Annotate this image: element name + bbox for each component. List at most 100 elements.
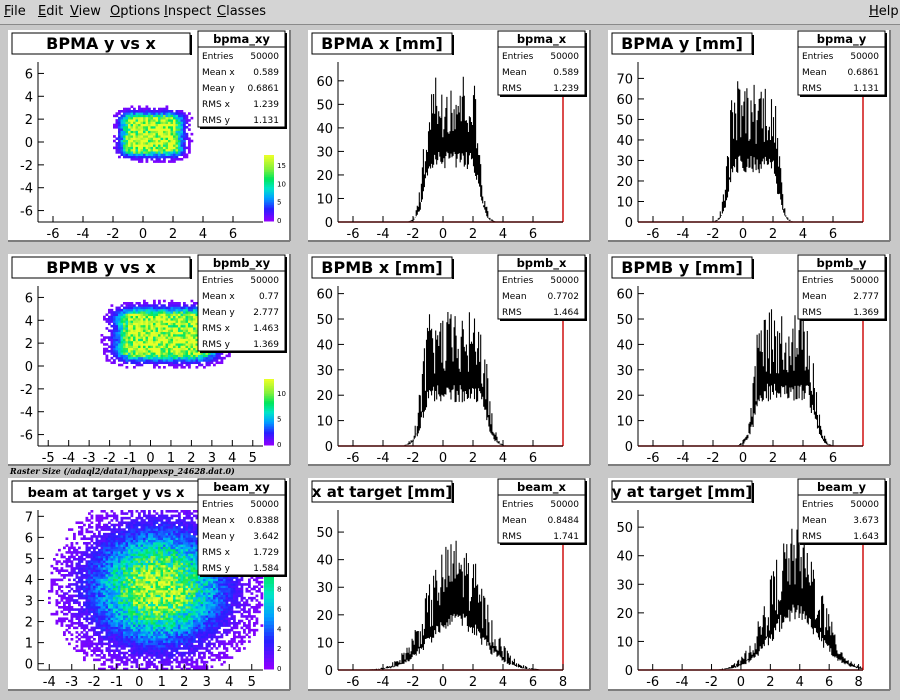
heatmap-cell [178,363,181,367]
menu-classes[interactable]: Classes [217,4,266,19]
heatmap-cell [115,542,119,545]
pad-beam_xy[interactable]: -4-3-2-10123450123456714121086420beam at… [8,478,291,691]
heatmap-cell [173,302,176,305]
heatmap-cell [163,640,166,643]
heatmap-cell [145,352,149,355]
heatmap-cell [133,640,136,643]
heatmap-cell [150,606,154,609]
heatmap-cell [125,567,129,570]
palette-swatch [264,168,274,171]
stats-box [497,254,586,320]
heatmap-cell [100,626,104,630]
heatmap-cell [123,352,126,355]
heatmap-cell [100,338,104,342]
heatmap-cell [153,578,156,582]
heatmap-cell [158,361,161,365]
heatmap-cell [113,578,116,582]
heatmap-cell [135,142,139,145]
heatmap-cell [115,619,119,623]
heatmap-cell [170,510,174,513]
heatmap-cell [158,585,161,589]
heatmap-cell [178,576,181,579]
heatmap-cell [143,306,146,310]
menu-edit[interactable]: Edit [38,4,64,19]
heatmap-cell [108,359,111,362]
menu-options[interactable]: Options [110,4,161,19]
plot-beam_xy[interactable]: -4-3-2-10123450123456714121086420 [25,510,287,690]
heatmap-cell [110,350,114,353]
menu-file[interactable]: File [4,4,26,19]
heatmap-cell [160,633,164,637]
heatmap-cell [130,665,134,669]
heatmap-cell [148,558,151,561]
heatmap-cell [128,599,131,602]
heatmap-cell [78,592,81,595]
heatmap-cell [148,308,151,312]
heatmap-cell [135,302,139,305]
heatmap-cell [145,569,149,573]
heatmap-cell [140,606,144,609]
heatmap-cell [178,654,181,657]
heatmap-cell [148,516,151,520]
heatmap-cell [143,580,146,584]
heatmap-cell [143,571,146,575]
heatmap-cell [148,126,151,129]
heatmap-cell [143,535,146,538]
menu-help[interactable]: Help [869,4,899,19]
heatmap-cell [165,594,169,598]
heatmap-cell [148,526,151,529]
heatmap-cell [115,647,119,650]
heatmap-cell [170,356,174,360]
heatmap-cell [165,642,169,646]
heatmap-cell [175,649,179,653]
heatmap-cell [138,606,141,609]
heatmap-cell [148,151,151,154]
heatmap-cell [103,601,106,605]
heatmap-cell [143,578,146,582]
heatmap-cell [100,562,104,566]
x-tick-label: -6 [47,227,60,242]
heatmap-cell [138,583,141,586]
heatmap-cell [128,526,131,529]
root-canvas[interactable]: -6 -4 -2 0 2 4 6 -6 -4 -2 0 2 4 6 15 10 5 0 BPMA y vs x bpm… [0,25,900,700]
heatmap-cell [173,324,176,328]
heatmap-cell [138,551,141,554]
heatmap-cell [135,576,139,579]
heatmap-cell [160,142,164,145]
heatmap-cell [173,132,176,136]
heatmap-cell [145,116,149,120]
x-tick-label: -4 [677,451,690,466]
heatmap-cell [168,329,171,333]
heatmap-cell [150,526,154,529]
heatmap-cell [213,356,216,360]
menu-inspect[interactable]: Inspect [164,4,212,19]
heatmap-cell [138,146,141,150]
menu-view[interactable]: View [70,4,101,19]
heatmap-cell [140,318,144,321]
heatmap-cell [133,528,136,531]
heatmap-cell [118,135,121,138]
heatmap-cell [130,512,134,515]
heatmap-cell [128,130,131,134]
heatmap-cell [135,583,139,586]
heatmap-cell [83,542,86,545]
heatmap-cell [170,546,174,550]
heatmap-cell [98,592,101,595]
heatmap-cell [128,110,131,113]
heatmap-cell [68,642,71,646]
heatmap-cell [123,599,126,602]
heatmap-cell [145,608,149,611]
